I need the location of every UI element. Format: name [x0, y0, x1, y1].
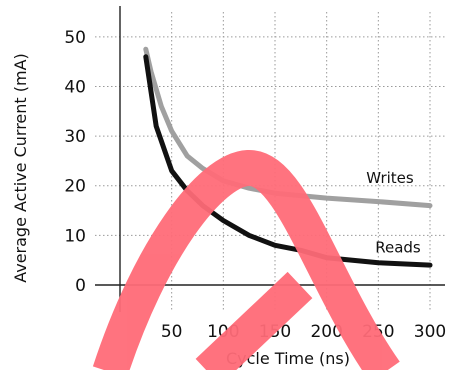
y-tick-label-40: 40: [64, 77, 86, 97]
x-tick-label-50: 50: [161, 322, 183, 342]
watermark-arc: [92, 150, 400, 370]
y-tick-label-50: 50: [64, 28, 86, 48]
x-tick-label-200: 200: [310, 322, 342, 342]
x-axis-label: Cycle Time (ns): [226, 349, 350, 368]
watermark-stroke: [195, 271, 313, 370]
y-tick-label-20: 20: [64, 177, 86, 197]
y-axis-label: Average Active Current (mA): [11, 53, 30, 283]
y-tick-label-10: 10: [64, 226, 86, 246]
series-label-reads: Reads: [375, 239, 421, 257]
series-labels: Writes Reads: [366, 169, 421, 256]
watermark-shapes: [92, 150, 400, 370]
x-tick-label-300: 300: [414, 322, 446, 342]
y-tick-label-0: 0: [75, 276, 86, 296]
y-tick-label-30: 30: [64, 127, 86, 147]
series-label-writes: Writes: [366, 169, 414, 187]
